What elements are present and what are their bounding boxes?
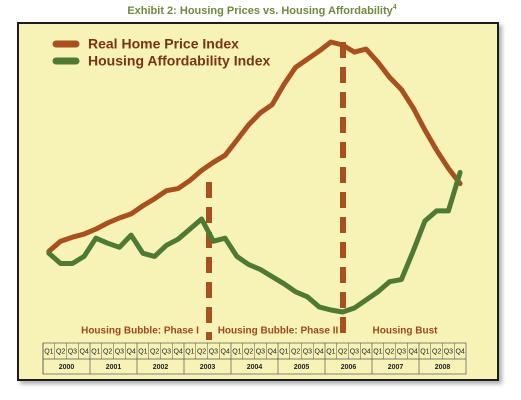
quarter-label: Q3 xyxy=(350,348,359,355)
quarter-label: Q2 xyxy=(56,348,65,355)
chart-frame xyxy=(17,22,499,381)
phase-label: Housing Bust xyxy=(373,326,439,337)
quarter-label: Q1 xyxy=(232,348,241,355)
quarter-label: Q1 xyxy=(373,348,382,355)
quarter-label: Q2 xyxy=(338,348,347,355)
series-line xyxy=(46,39,463,254)
quarter-label: Q1 xyxy=(185,348,194,355)
quarter-label: Q1 xyxy=(138,348,147,355)
year-label: 2002 xyxy=(153,364,169,371)
quarter-label: Q4 xyxy=(314,348,323,355)
quarter-label: Q1 xyxy=(44,348,53,355)
quarter-label: Q4 xyxy=(455,348,464,355)
phase-label: Housing Bubble: Phase I xyxy=(81,326,199,337)
quarter-label: Q4 xyxy=(361,348,370,355)
quarter-label: Q4 xyxy=(173,348,182,355)
year-label: 2004 xyxy=(247,364,263,371)
quarter-label: Q2 xyxy=(103,348,112,355)
quarter-label: Q3 xyxy=(444,348,453,355)
quarter-label: Q1 xyxy=(420,348,429,355)
year-label: 2003 xyxy=(200,364,216,371)
quarter-label: Q3 xyxy=(115,348,124,355)
phase-label: Housing Bubble: Phase II xyxy=(218,326,339,337)
quarter-label: Q3 xyxy=(162,348,171,355)
chart-title: Exhibit 2: Housing Prices vs. Housing Af… xyxy=(127,4,396,17)
quarter-label: Q3 xyxy=(303,348,312,355)
year-label: 2000 xyxy=(59,364,75,371)
quarter-label: Q1 xyxy=(279,348,288,355)
legend-label: Real Home Price Index xyxy=(88,36,239,52)
quarter-label: Q3 xyxy=(397,348,406,355)
title-text: Exhibit 2: Housing Prices vs. Housing Af… xyxy=(127,5,393,17)
year-label: 2007 xyxy=(388,364,404,371)
quarter-label: Q2 xyxy=(197,348,206,355)
series-line xyxy=(46,169,463,315)
quarter-label: Q3 xyxy=(209,348,218,355)
year-label: 2001 xyxy=(106,364,122,371)
quarter-label: Q1 xyxy=(326,348,335,355)
quarter-label: Q4 xyxy=(267,348,276,355)
quarter-label: Q2 xyxy=(150,348,159,355)
quarter-label: Q4 xyxy=(220,348,229,355)
quarter-label: Q2 xyxy=(244,348,253,355)
year-label: 2008 xyxy=(435,364,451,371)
quarter-label: Q2 xyxy=(291,348,300,355)
quarter-label: Q3 xyxy=(68,348,77,355)
quarter-label: Q2 xyxy=(385,348,394,355)
year-label: 2005 xyxy=(294,364,310,371)
quarter-label: Q2 xyxy=(432,348,441,355)
quarter-label: Q4 xyxy=(408,348,417,355)
quarter-label: Q3 xyxy=(256,348,265,355)
quarter-label: Q4 xyxy=(126,348,135,355)
quarter-label: Q1 xyxy=(91,348,100,355)
year-label: 2006 xyxy=(341,364,357,371)
quarter-label: Q4 xyxy=(79,348,88,355)
legend-label: Housing Affordability Index xyxy=(88,53,270,69)
title-note: 4 xyxy=(393,4,397,11)
plot xyxy=(46,39,463,315)
